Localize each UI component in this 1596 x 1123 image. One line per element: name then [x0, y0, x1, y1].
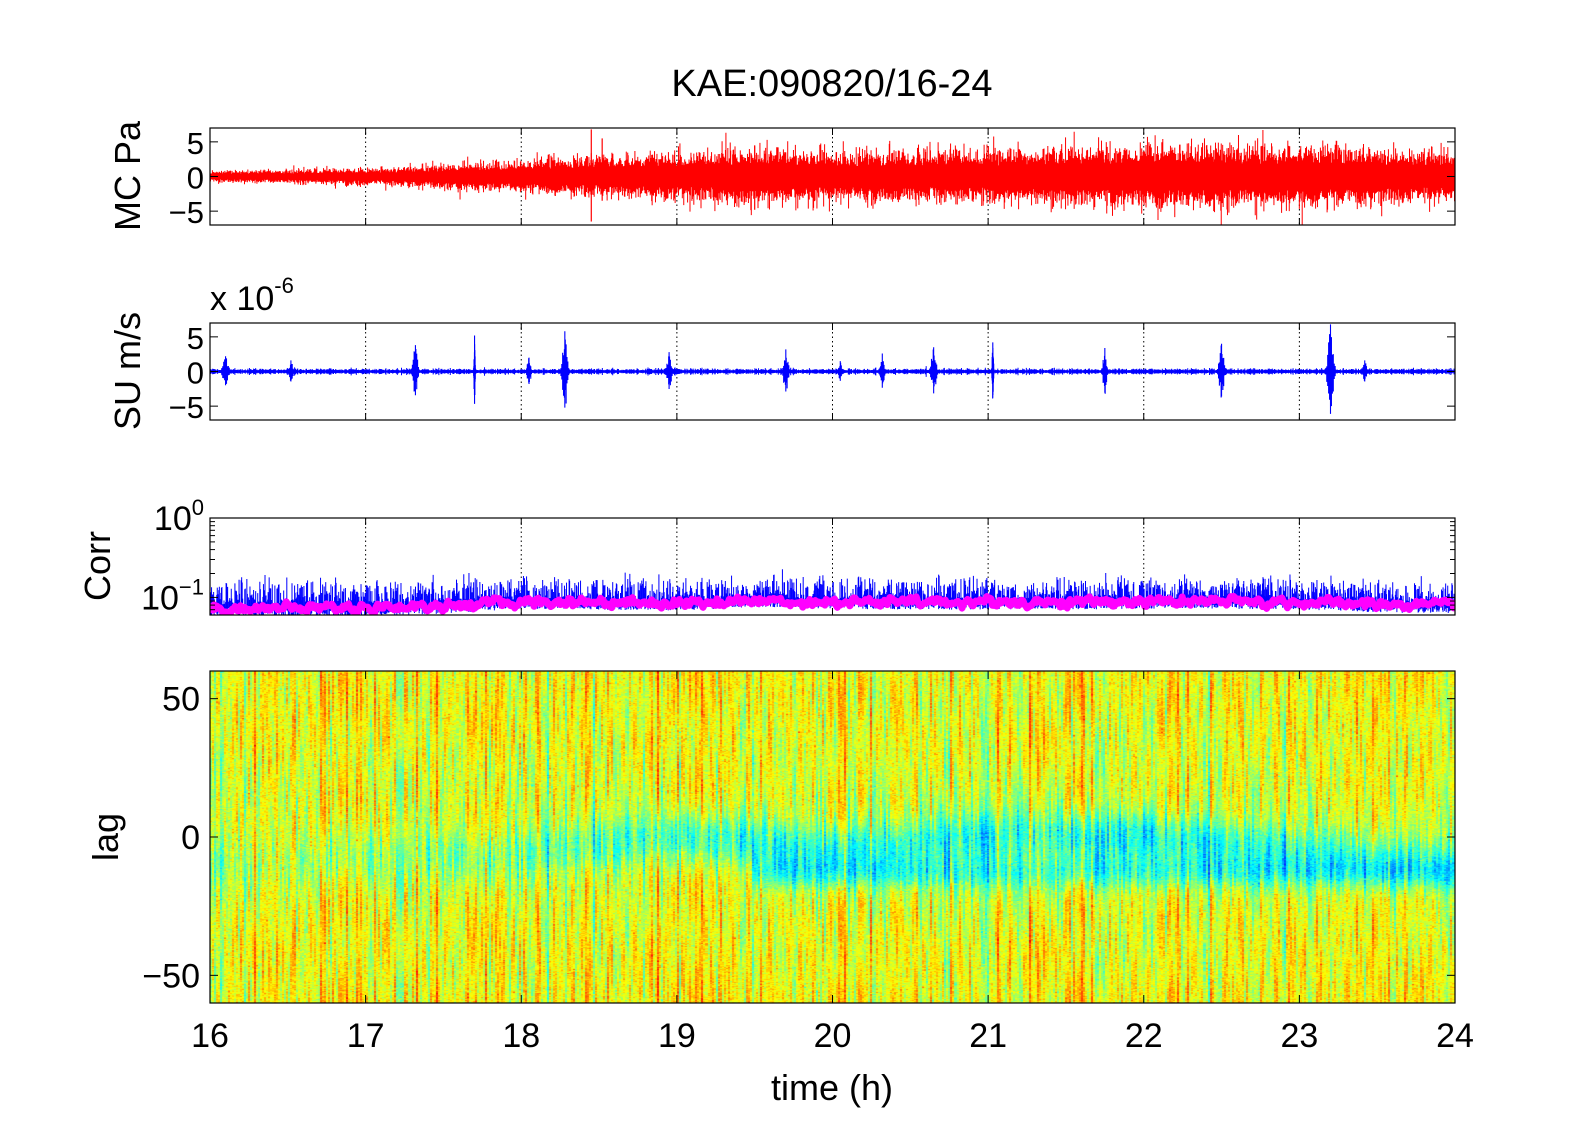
- x-tick-label: 19: [658, 1017, 696, 1055]
- panel-pressure-ticks: 50−5: [169, 126, 1455, 230]
- velocity-burst: [1325, 324, 1336, 414]
- y-tick-label: 5: [187, 321, 204, 356]
- panel-correlation: 100 10−1 Corr: [77, 495, 1456, 617]
- panel-correlation-series: [210, 569, 1455, 615]
- velocity-burst: [664, 352, 674, 389]
- panel-lag: 50 0 −50 16 17 18 19 20 21 22 23 24 lag time (h): [85, 670, 1474, 1108]
- y-tick-label: 0: [187, 356, 204, 391]
- panel-pressure: 50−5 MC Pa: [107, 120, 1456, 231]
- x-tick-label: 22: [1125, 1017, 1163, 1055]
- x-tick-label: 20: [814, 1017, 852, 1055]
- y-tick-label: 100: [154, 495, 204, 538]
- x-tick-label: 24: [1436, 1017, 1474, 1055]
- panel-velocity: 50−5 SU m/s x 10-6: [107, 273, 1456, 430]
- panel-velocity-ylabel: SU m/s: [107, 312, 148, 430]
- pressure-series-core: [210, 163, 1455, 190]
- panel-lag-ylabel: lag: [85, 813, 126, 861]
- velocity-burst: [560, 331, 570, 408]
- velocity-burst: [473, 335, 477, 404]
- velocity-burst: [929, 347, 939, 394]
- panel-pressure-series: [210, 129, 1455, 225]
- velocity-burst: [410, 345, 420, 396]
- panel-velocity-ticks: 50−5: [169, 321, 1455, 425]
- velocity-burst: [1361, 360, 1369, 382]
- panel-correlation-ylabel: Corr: [77, 531, 118, 601]
- y-tick-label: 0: [187, 161, 204, 196]
- y-tick-label: −5: [169, 390, 204, 425]
- x-tick-label: 18: [502, 1017, 540, 1055]
- velocity-noise: [210, 366, 1455, 377]
- panel-pressure-ylabel: MC Pa: [107, 120, 148, 231]
- y-tick-label: 5: [187, 126, 204, 161]
- y-tick-label: 0: [181, 819, 200, 857]
- velocity-burst: [1101, 347, 1109, 394]
- velocity-burst: [991, 342, 995, 399]
- velocity-burst: [220, 356, 231, 386]
- panel-velocity-series: [210, 324, 1455, 414]
- figure-title: KAE:090820/16-24: [671, 63, 992, 105]
- velocity-burst: [525, 357, 533, 384]
- y-tick-label: −5: [169, 195, 204, 230]
- velocity-burst: [836, 361, 844, 381]
- x-tick-label: 17: [347, 1017, 385, 1055]
- velocity-burst: [286, 360, 296, 382]
- panel-correlation-ticks: 100 10−1: [141, 495, 1455, 617]
- lag-heatmap: [210, 671, 1455, 1003]
- panel-lag-ticks: 50 0 −50 16 17 18 19 20 21 22 23 24: [142, 671, 1474, 1055]
- panel-velocity-scale-label: x 10-6: [210, 273, 294, 318]
- velocity-burst: [781, 349, 791, 392]
- velocity-burst: [1217, 343, 1226, 398]
- scale-base: x 10: [210, 280, 274, 318]
- y-tick-label: 10−1: [141, 574, 204, 617]
- correlation-series-magenta: [210, 592, 1455, 615]
- x-tick-label: 21: [969, 1017, 1007, 1055]
- scale-exponent: -6: [274, 273, 294, 298]
- x-tick-label: 23: [1280, 1017, 1318, 1055]
- y-tick-label: 50: [162, 681, 200, 719]
- x-tick-label: 16: [191, 1017, 229, 1055]
- panel-lag-xlabel: time (h): [771, 1067, 893, 1108]
- velocity-burst: [878, 353, 886, 388]
- y-tick-label: −50: [142, 957, 200, 995]
